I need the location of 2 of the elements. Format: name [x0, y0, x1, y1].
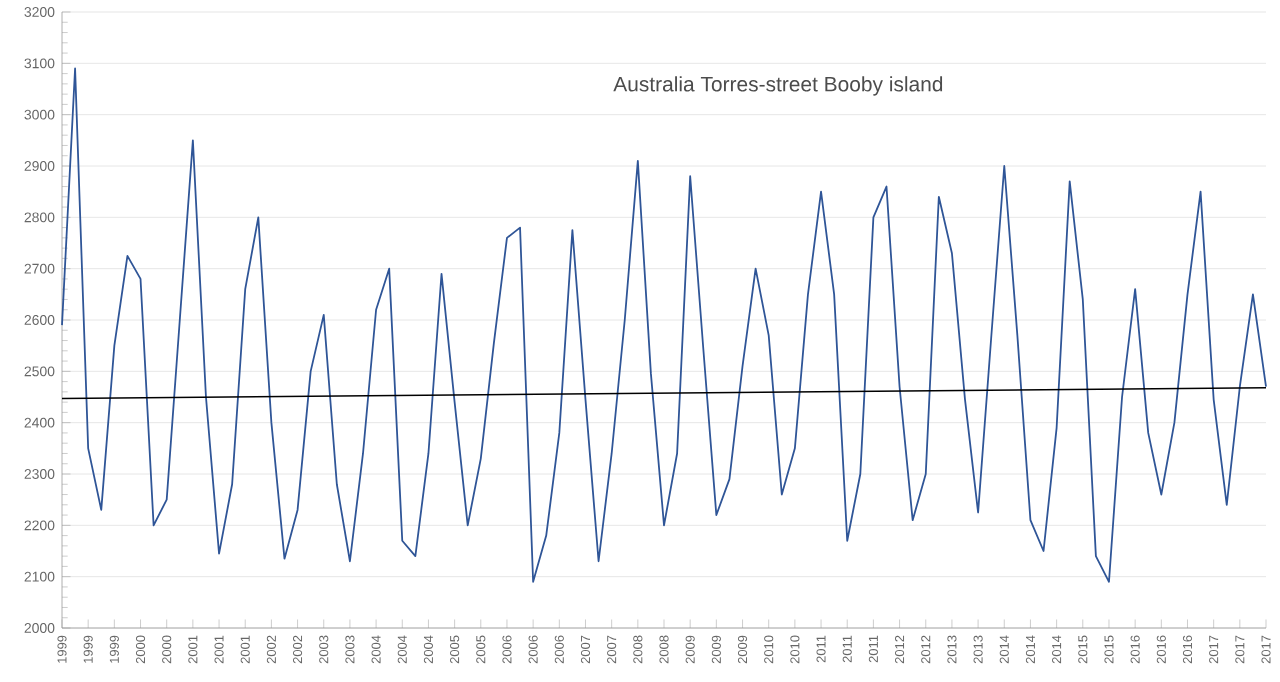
text: Australia Torres-street Booby island	[613, 76, 943, 96]
line-series	[61, 67, 1267, 583]
